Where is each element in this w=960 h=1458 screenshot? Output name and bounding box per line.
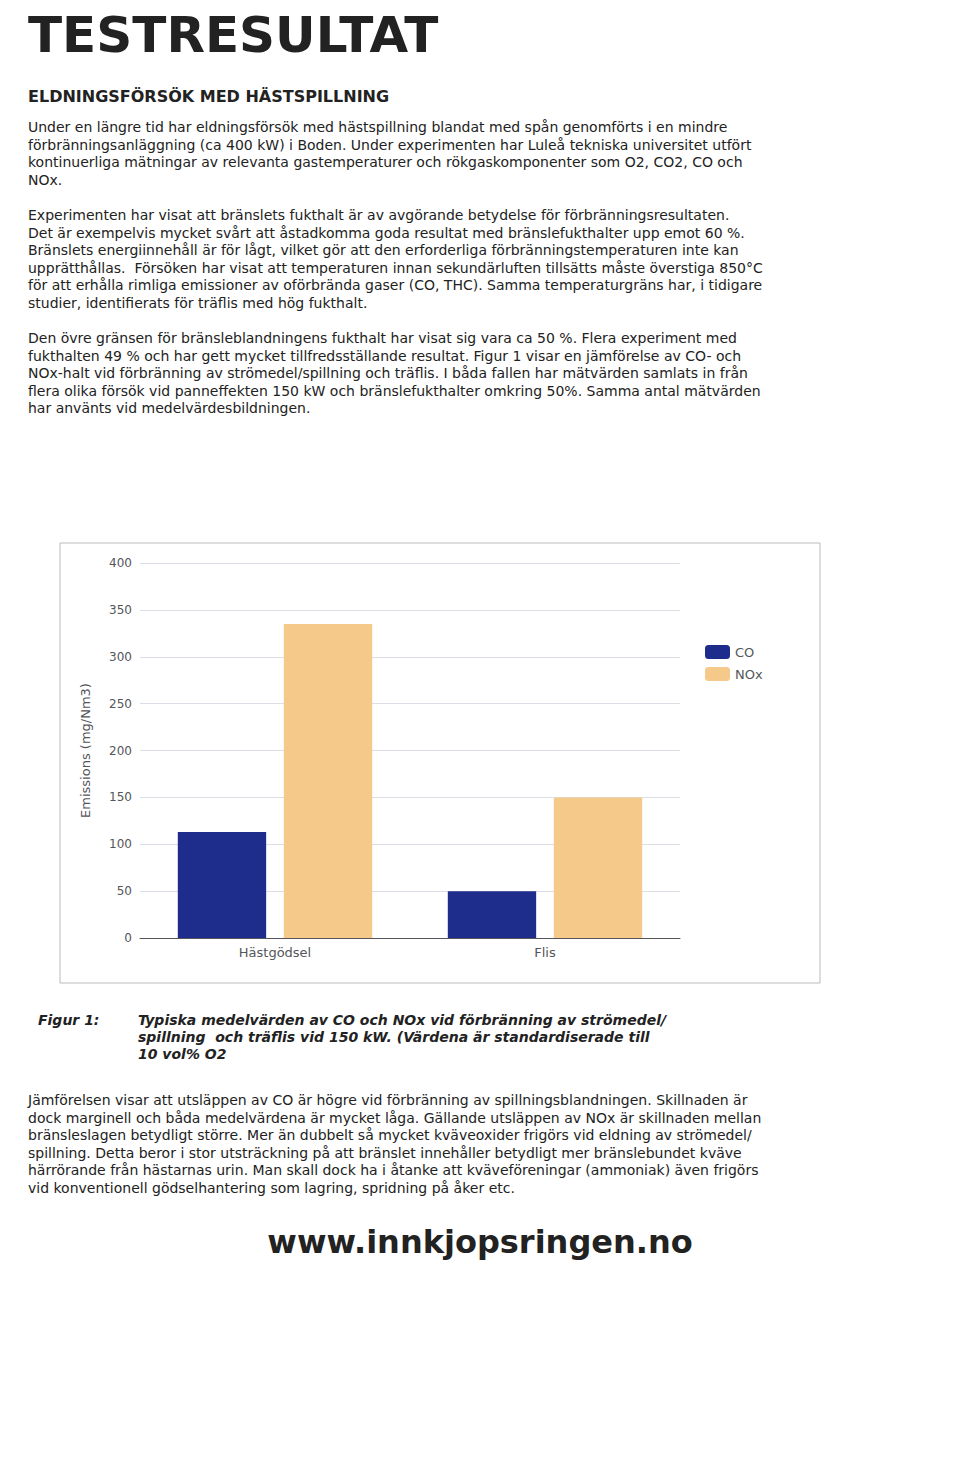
svg-text:dock marginell och båda medelv: dock marginell och båda medelvärdena är … bbox=[28, 1110, 761, 1126]
svg-text:300: 300 bbox=[109, 650, 132, 664]
svg-text:vid konventionell gödselhanter: vid konventionell gödselhantering som la… bbox=[28, 1180, 515, 1196]
svg-text:kontinuerliga mätningar av rel: kontinuerliga mätningar av relevanta gas… bbox=[28, 154, 743, 170]
svg-text:Den övre gränsen för bränslebl: Den övre gränsen för bränsleblandningens… bbox=[28, 330, 737, 346]
svg-text:200: 200 bbox=[109, 744, 132, 758]
svg-text:250: 250 bbox=[109, 697, 132, 711]
svg-text:Jämförelsen visar att utsläppe: Jämförelsen visar att utsläppen av CO är… bbox=[27, 1092, 748, 1108]
svg-text:Hästgödsel: Hästgödsel bbox=[239, 945, 311, 960]
svg-text:10 vol% O2: 10 vol% O2 bbox=[138, 1046, 226, 1062]
svg-text:NOx-halt vid förbränning av st: NOx-halt vid förbränning av strömedel/sp… bbox=[28, 365, 748, 381]
svg-text:150: 150 bbox=[109, 790, 132, 804]
svg-text:NOx: NOx bbox=[735, 667, 763, 682]
svg-text:www.innkjopsringen.no: www.innkjopsringen.no bbox=[267, 1223, 692, 1261]
svg-text:TESTRESULTAT: TESTRESULTAT bbox=[28, 6, 438, 64]
svg-text:Det är exempelvis mycket svårt: Det är exempelvis mycket svårt att åstad… bbox=[28, 225, 745, 241]
svg-text:Flis: Flis bbox=[534, 945, 556, 960]
svg-text:400: 400 bbox=[109, 556, 132, 570]
svg-text:100: 100 bbox=[109, 837, 132, 851]
svg-text:NOx.: NOx. bbox=[28, 172, 62, 188]
svg-text:CO: CO bbox=[735, 645, 754, 660]
svg-text:flera olika försök vid panneff: flera olika försök vid panneffekten 150 … bbox=[28, 383, 761, 399]
svg-text:härrörande från hästarnas urin: härrörande från hästarnas urin. Man skal… bbox=[28, 1162, 758, 1178]
svg-text:Emissions (mg/Nm3): Emissions (mg/Nm3) bbox=[78, 683, 93, 818]
svg-text:förbränningsanläggning (ca 400: förbränningsanläggning (ca 400 kW) i Bod… bbox=[28, 137, 752, 153]
svg-text:upprätthållas. Försöken har v: upprätthållas. Försöken har visat att te… bbox=[28, 260, 763, 276]
svg-text:Bränslets energiinnehåll är fö: Bränslets energiinnehåll är för lågt, vi… bbox=[28, 242, 739, 258]
svg-text:spillning och träflis vid 150: spillning och träflis vid 150 kW. (Värde… bbox=[138, 1029, 650, 1045]
svg-text:fukthalten 49 % och har gett m: fukthalten 49 % och har gett mycket till… bbox=[28, 348, 741, 364]
svg-text:studier, identifierats för trä: studier, identifierats för träflis med h… bbox=[28, 295, 367, 311]
svg-text:bränsleslagen betydligt större: bränsleslagen betydligt större. Mer än d… bbox=[28, 1127, 752, 1143]
svg-text:50: 50 bbox=[117, 884, 132, 898]
svg-text:Experimenten har visat att brä: Experimenten har visat att bränslets fuk… bbox=[28, 207, 729, 223]
svg-text:Under en längre tid har eldnin: Under en längre tid har eldningsförsök m… bbox=[28, 119, 727, 135]
svg-text:ELDNINGSFÖRSÖK MED HÄSTSPILLNI: ELDNINGSFÖRSÖK MED HÄSTSPILLNING bbox=[28, 87, 389, 106]
svg-text:350: 350 bbox=[109, 603, 132, 617]
svg-text:för att erhålla rimliga emissi: för att erhålla rimliga emissioner av of… bbox=[28, 277, 762, 293]
svg-text:har använts vid medelvärdesbil: har använts vid medelvärdesbildningen. bbox=[28, 400, 310, 416]
svg-text:Figur 1:: Figur 1: bbox=[38, 1012, 99, 1028]
svg-text:spillning. Detta beror i stor: spillning. Detta beror i stor utsträckni… bbox=[28, 1145, 742, 1161]
svg-text:0: 0 bbox=[124, 931, 132, 945]
svg-text:Typiska medelvärden av CO och: Typiska medelvärden av CO och NOx vid fö… bbox=[138, 1012, 668, 1028]
